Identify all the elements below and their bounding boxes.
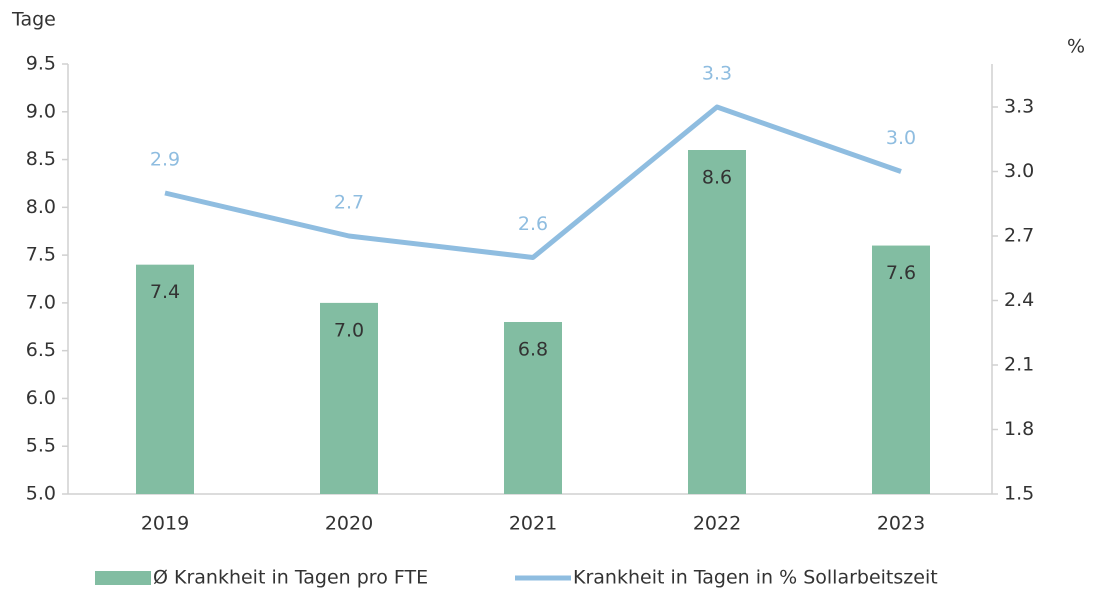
y2-tick-label: 1.5 xyxy=(1004,483,1034,505)
bar xyxy=(504,322,562,494)
y2-tick-label: 3.3 xyxy=(1004,96,1034,118)
y-tick-label: 8.0 xyxy=(26,196,56,218)
bar-value-label: 7.4 xyxy=(150,281,180,303)
y-tick-label: 5.5 xyxy=(26,435,56,457)
y2-tick-label: 2.4 xyxy=(1004,289,1034,311)
legend-swatch xyxy=(95,571,151,585)
y-tick-label: 7.0 xyxy=(26,291,56,313)
y-tick-label: 5.0 xyxy=(26,483,56,505)
bar-value-label: 8.6 xyxy=(702,167,732,189)
bar-value-label: 7.6 xyxy=(886,262,916,284)
y2-axis-label: % xyxy=(1067,36,1085,58)
y-tick-label: 9.5 xyxy=(26,53,56,75)
y-tick-label: 7.5 xyxy=(26,244,56,266)
line-value-label: 3.0 xyxy=(886,127,916,149)
bar xyxy=(872,245,930,494)
bar-value-label: 7.0 xyxy=(334,319,364,341)
legend-label: Ø Krankheit in Tagen pro FTE xyxy=(153,567,428,589)
bar xyxy=(136,264,194,494)
y2-tick-label: 1.8 xyxy=(1004,418,1034,440)
y-tick-label: 6.0 xyxy=(26,387,56,409)
x-tick-label: 2022 xyxy=(693,513,741,535)
line-value-label: 3.3 xyxy=(702,63,732,85)
x-tick-label: 2021 xyxy=(509,513,557,535)
line-value-label: 2.9 xyxy=(150,149,180,171)
bar xyxy=(320,302,378,494)
line xyxy=(164,104,902,260)
y2-tick-label: 2.1 xyxy=(1004,354,1034,376)
x-tick-label: 2019 xyxy=(141,513,189,535)
y-tick-label: 8.5 xyxy=(26,148,56,170)
y-axis-label: Tage xyxy=(11,9,56,31)
y2-tick-label: 2.7 xyxy=(1004,225,1034,247)
x-tick-label: 2020 xyxy=(325,513,373,535)
y2-tick-label: 3.0 xyxy=(1004,160,1034,182)
bar xyxy=(688,150,746,494)
line-value-label: 2.7 xyxy=(334,192,364,214)
y-tick-label: 9.0 xyxy=(26,100,56,122)
legend-label: Krankheit in Tagen in % Sollarbeitszeit xyxy=(573,567,938,589)
bar-value-label: 6.8 xyxy=(518,339,548,361)
y-tick-label: 6.5 xyxy=(26,339,56,361)
line-value-label: 2.6 xyxy=(518,213,548,235)
x-tick-label: 2023 xyxy=(877,513,925,535)
